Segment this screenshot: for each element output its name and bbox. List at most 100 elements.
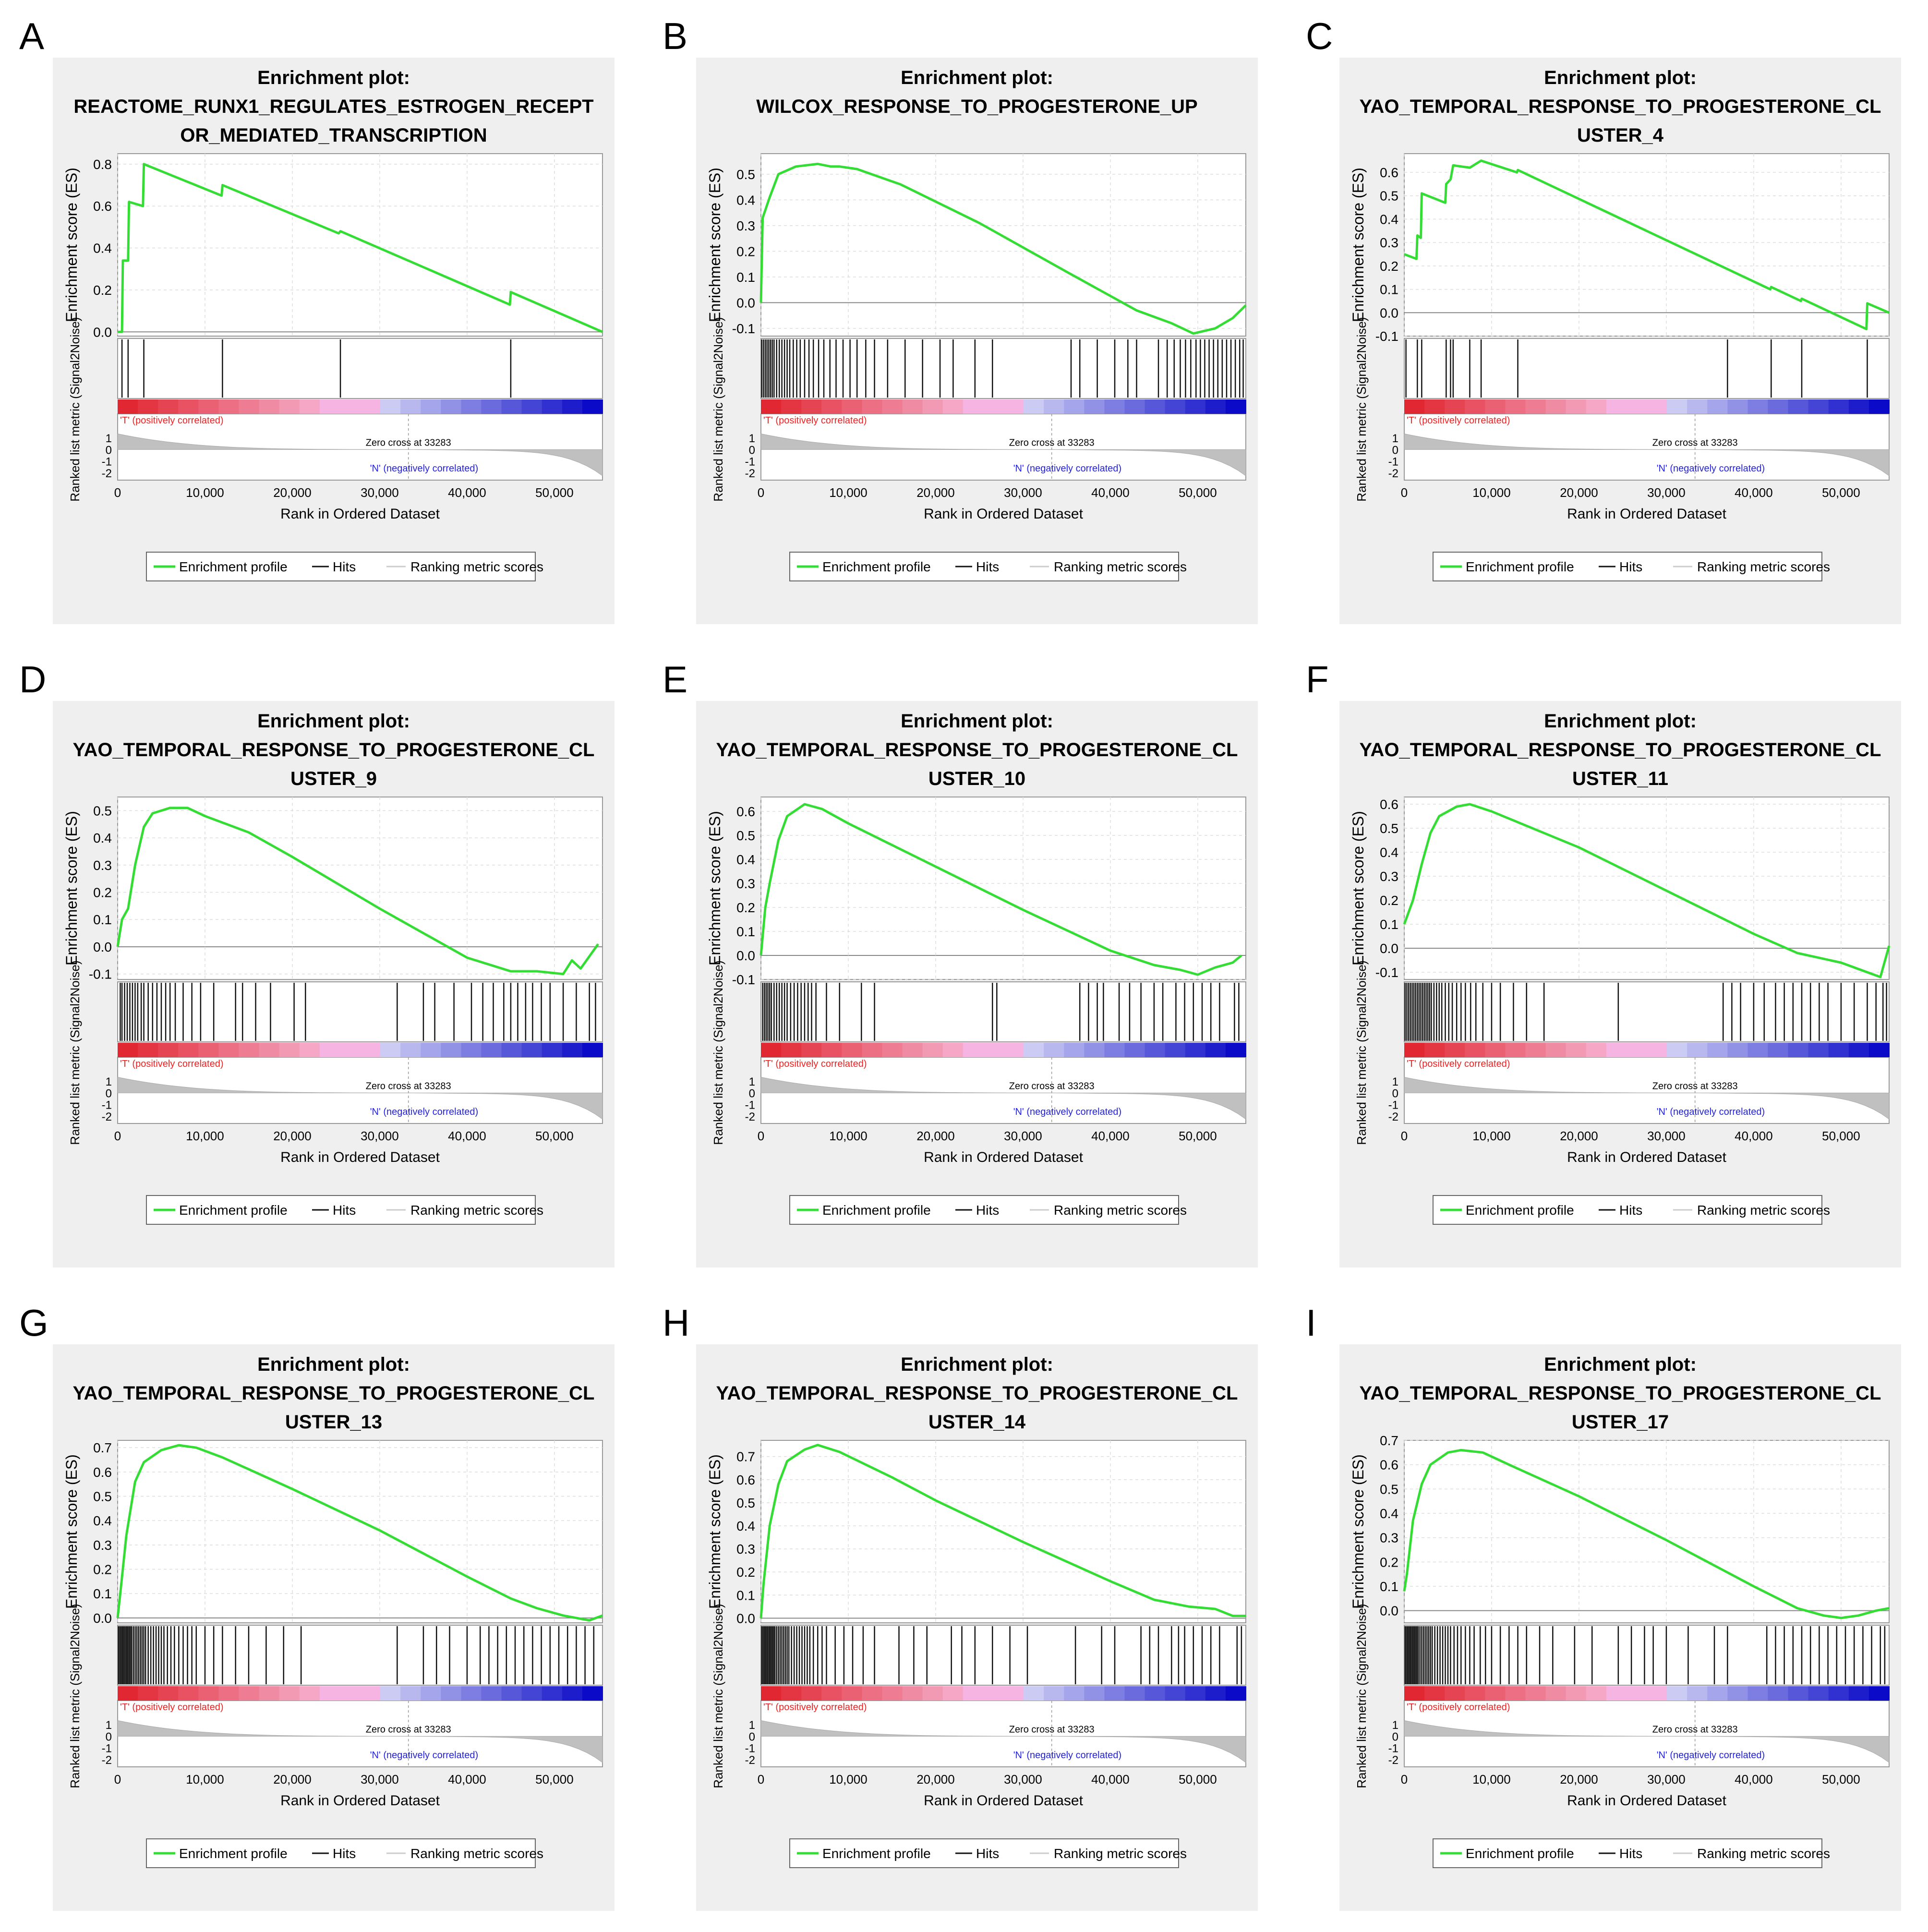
ranked-color-segment <box>1828 399 1849 414</box>
ranked-color-segment <box>1707 1686 1728 1701</box>
plot-title-line: USTER_13 <box>285 1412 382 1433</box>
metric-axis-label: Ranked list metric (Signal2Noise) <box>68 317 82 501</box>
plot-title-line: USTER_10 <box>928 768 1025 789</box>
metric-axis-label: Ranked list metric (Signal2Noise) <box>711 1604 725 1788</box>
ranked-color-segment <box>279 1686 300 1701</box>
ranked-color-segment <box>1768 1686 1789 1701</box>
metric-axis-label: Ranked list metric (Signal2Noise) <box>68 960 82 1145</box>
x-tick-label: 20,000 <box>273 1772 312 1787</box>
ranked-color-segment <box>1024 399 1045 414</box>
hits-area <box>760 1625 1246 1686</box>
x-tick-label: 50,000 <box>1179 1129 1217 1143</box>
plot-title-line: USTER_14 <box>928 1412 1026 1433</box>
ranked-color-segment <box>319 1686 340 1701</box>
ranked-color-segment <box>1848 399 1869 414</box>
metric-axis-label: Ranked list metric (Signal2Noise) <box>711 317 725 501</box>
ranked-color-segment <box>1044 1686 1065 1701</box>
negatively-correlated-label: 'N' (negatively correlated) <box>1013 463 1122 474</box>
ranked-color-segment <box>1566 399 1587 414</box>
plot-title-prefix: Enrichment plot: <box>257 711 410 732</box>
ranked-color-segment <box>259 1686 280 1701</box>
es-plot-area <box>117 797 603 980</box>
x-tick-label: 20,000 <box>916 1129 955 1143</box>
zero-cross-label: Zero cross at 33283 <box>1652 437 1738 448</box>
ranked-color-segment <box>1626 1686 1647 1701</box>
legend-box <box>789 1195 1179 1225</box>
x-tick-label: 30,000 <box>1004 1772 1042 1787</box>
metric-tick-label: 0 <box>749 444 755 457</box>
ranked-color-segment <box>542 1686 563 1701</box>
ranked-color-segment <box>1707 1043 1728 1057</box>
legend-metric-label: Ranking metric scores <box>410 559 543 574</box>
positively-correlated-label: 'T' (positively correlated) <box>1407 415 1510 426</box>
plot-title-line: OR_MEDIATED_TRANSCRIPTION <box>180 125 487 146</box>
ranked-color-segment <box>158 1043 179 1057</box>
ranked-color-segment <box>1848 1686 1869 1701</box>
x-tick-label: 50,000 <box>1179 1772 1217 1787</box>
zero-cross-label: Zero cross at 33283 <box>366 437 451 448</box>
ranked-color-segment <box>862 399 883 414</box>
es-tick-label: 0.6 <box>1380 1458 1398 1473</box>
ranked-color-segment <box>821 1686 843 1701</box>
es-tick-label: 0.1 <box>736 270 755 285</box>
ranked-color-segment <box>562 1043 583 1057</box>
zero-cross-label: Zero cross at 33283 <box>1652 1081 1738 1091</box>
ranked-color-segment <box>1505 399 1526 414</box>
ranked-color-segment <box>842 399 863 414</box>
legend-hits-label: Hits <box>333 1846 356 1861</box>
es-tick-label: -0.1 <box>1375 965 1398 980</box>
es-tick-label: 0.3 <box>736 1542 755 1557</box>
ranked-color-segment <box>1165 399 1186 414</box>
ranked-color-segment <box>1205 1686 1226 1701</box>
ranked-color-segment <box>400 1686 422 1701</box>
ranking-metric-area <box>1404 433 1890 477</box>
ranked-color-segment <box>1808 1686 1829 1701</box>
es-tick-label: 0.0 <box>1380 1604 1398 1618</box>
gsea-panel: Enrichment plot: REACTOME_RUNX1_REGULATES… <box>53 58 615 624</box>
ranked-color-segment <box>1185 399 1206 414</box>
ranked-color-segment <box>400 1043 422 1057</box>
plot-title-line: YAO_TEMPORAL_RESPONSE_TO_PROGESTERONE_CL <box>1360 1383 1881 1404</box>
plot-title-line: YAO_TEMPORAL_RESPONSE_TO_PROGESTERONE_CL <box>716 1383 1238 1404</box>
ranked-color-segment <box>1024 1043 1045 1057</box>
es-tick-label: 0.6 <box>93 199 112 214</box>
es-axis-label: Enrichment score (ES) <box>1350 168 1367 322</box>
x-tick-label: 0 <box>1401 485 1408 500</box>
ranked-color-segment <box>1424 1043 1446 1057</box>
ranked-color-segment <box>400 399 422 414</box>
plot-title-prefix: Enrichment plot: <box>257 67 410 88</box>
positively-correlated-label: 'T' (positively correlated) <box>1407 1702 1510 1713</box>
metric-tick-label: -2 <box>745 1111 755 1123</box>
ranked-color-segment <box>1165 1043 1186 1057</box>
x-tick-label: 20,000 <box>916 1772 955 1787</box>
es-tick-label: 0.4 <box>1380 845 1398 860</box>
metric-axis-label: Ranked list metric (Signal2Noise) <box>1354 317 1369 501</box>
ranked-color-segment <box>842 1043 863 1057</box>
ranked-color-segment <box>1747 399 1769 414</box>
ranked-color-segment <box>582 1686 603 1701</box>
x-tick-label: 50,000 <box>1179 485 1217 500</box>
es-tick-label: 0.6 <box>1380 797 1398 812</box>
x-tick-label: 10,000 <box>1472 1129 1511 1143</box>
ranked-color-segment <box>218 1043 240 1057</box>
positively-correlated-label: 'T' (positively correlated) <box>763 415 867 426</box>
ranked-color-segment <box>481 1043 502 1057</box>
hits-area <box>760 338 1246 399</box>
hits-area <box>760 981 1246 1042</box>
ranked-color-segment <box>1667 399 1688 414</box>
legend-hits-label: Hits <box>976 559 999 574</box>
ranked-color-segment <box>922 1686 943 1701</box>
ranked-color-segment <box>1424 399 1446 414</box>
ranked-color-segment <box>1606 1686 1627 1701</box>
ranked-color-segment <box>842 1686 863 1701</box>
x-tick-label: 10,000 <box>186 1772 224 1787</box>
zero-cross-label: Zero cross at 33283 <box>366 1081 451 1091</box>
plot-title-prefix: Enrichment plot: <box>257 1354 410 1375</box>
x-tick-label: 30,000 <box>361 485 399 500</box>
legend-hits-label: Hits <box>976 1846 999 1861</box>
x-axis-label: Rank in Ordered Dataset <box>1567 1793 1726 1809</box>
panel-letter: G <box>19 1302 48 1344</box>
ranking-metric-area <box>760 1076 1246 1120</box>
ranked-color-segment <box>1505 1686 1526 1701</box>
ranked-color-segment <box>801 1686 822 1701</box>
